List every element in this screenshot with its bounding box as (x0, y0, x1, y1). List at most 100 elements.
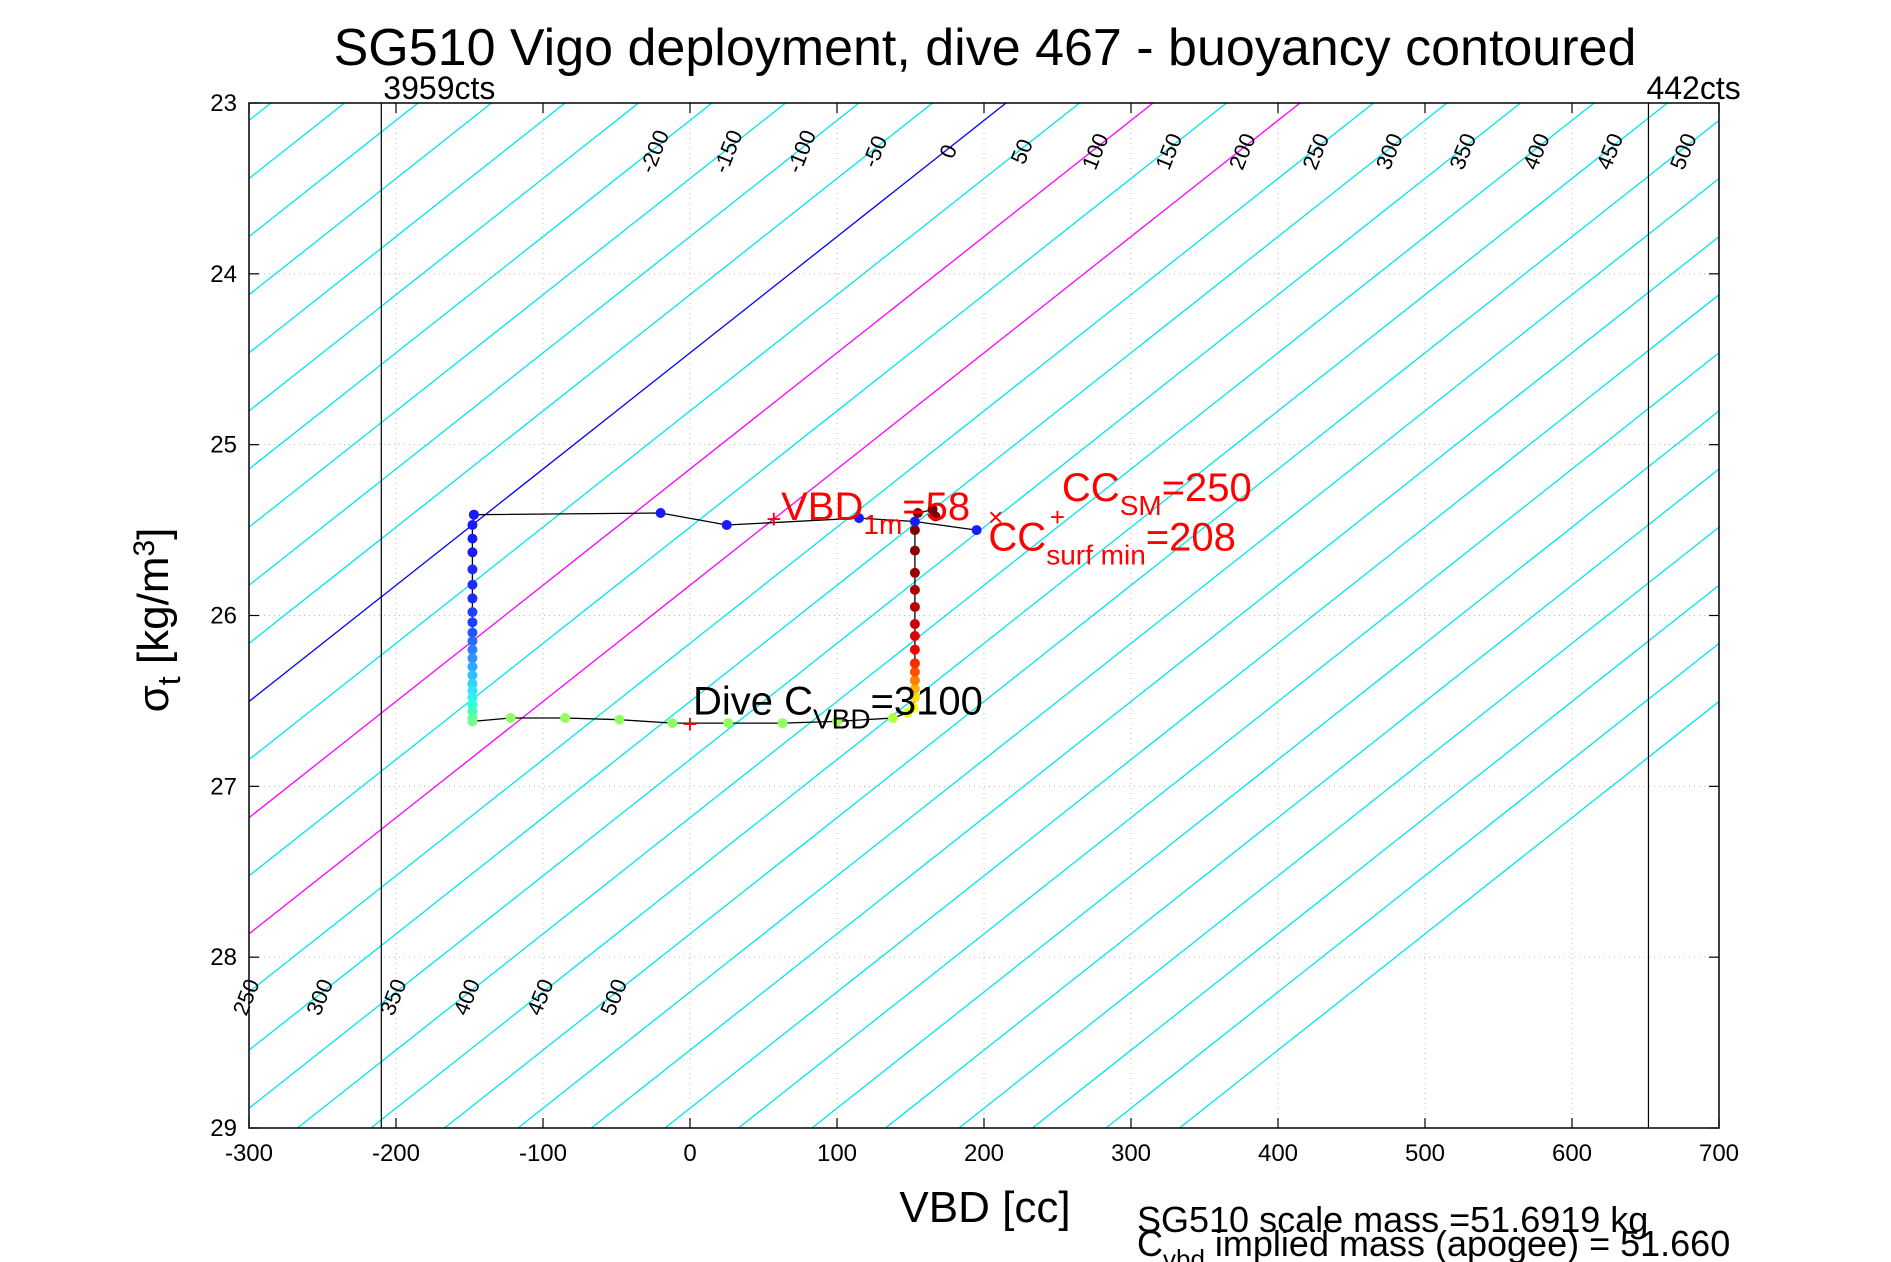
buoyancy-contour (885, 468, 1719, 1128)
buoyancy-contour (517, 177, 1719, 1128)
dive-point (909, 567, 920, 578)
dive-point (467, 661, 478, 672)
buoyancy-contour (1105, 642, 1719, 1128)
annotation-main: CC (1062, 466, 1120, 510)
buoyancy-contour (297, 103, 1595, 1128)
dive-point (909, 584, 920, 595)
dive-point (467, 533, 478, 544)
contour-lines (249, 103, 1719, 1128)
annotation-subscript: VBD (813, 704, 871, 735)
x-tick-label: -100 (519, 1140, 567, 1167)
dive-point (467, 593, 478, 604)
climb-point (721, 519, 732, 530)
dive-point (887, 713, 898, 723)
dive-point (909, 644, 920, 655)
buoyancy-contour (249, 103, 492, 296)
x-tick-label: 500 (1405, 1140, 1445, 1167)
dive-point (723, 718, 734, 729)
climb-line (473, 512, 977, 531)
reference-line-label: 442cts (1646, 70, 1740, 106)
zero-buoyancy-contour (249, 103, 1007, 703)
marker-plus: + (766, 504, 781, 534)
buoyancy-contour (1179, 700, 1719, 1128)
x-tick-label: 100 (817, 1140, 857, 1167)
buoyancy-contour (249, 103, 933, 645)
climb-point (655, 508, 666, 518)
dive-point (909, 631, 920, 641)
annotation-main: VBD (781, 485, 863, 529)
buoyancy-contour (249, 103, 1301, 935)
y-axis-label: σt [kg/m3] (128, 528, 187, 713)
dive-point (909, 666, 920, 677)
footer-implied-mass: Cvbd implied mass (apogee) = 51.660 (1137, 1223, 1730, 1262)
dive-series (467, 504, 941, 729)
dive-point (467, 636, 478, 647)
annotation-main: Dive C (693, 680, 813, 724)
y-tick-label: 23 (210, 90, 237, 117)
annotation-subscript: 1m (863, 509, 902, 540)
dive-point (467, 607, 478, 618)
annotation-subscript: SM (1120, 490, 1162, 521)
reference-line-label: 3959cts (383, 70, 495, 106)
annotation-dive-c-vbd: Dive CVBD=3100 (693, 680, 983, 735)
dive-point (467, 519, 478, 530)
buoyancy-contour (738, 352, 1719, 1128)
buoyancy-contour (664, 293, 1719, 1128)
dive-point (467, 564, 478, 575)
y-axis-label-superscript: 3 (128, 540, 161, 557)
x-tick-label: -200 (372, 1140, 420, 1167)
y-axis-label-unit: [kg/m (129, 557, 178, 677)
buoyancy-contour (249, 103, 639, 412)
x-axis-label: VBD [cc] (899, 1183, 1070, 1232)
marker-plus: + (682, 709, 697, 739)
climb-point (909, 516, 920, 527)
footer-scale-mass: SG510 scale mass =51.6919 kg (1137, 1199, 1648, 1240)
buoyancy-contour (958, 526, 1719, 1128)
footer-implied-subscript: vbd (1163, 1244, 1205, 1262)
dive-point (908, 702, 919, 713)
annotation-cc-sm: CCSM=250 (1062, 466, 1252, 521)
dive-point (909, 545, 920, 556)
dive-point (909, 601, 920, 612)
y-tick-label: 28 (210, 944, 237, 971)
y-axis-label-close: ] (129, 528, 178, 540)
climb-point (854, 513, 865, 524)
buoyancy-contour (811, 410, 1719, 1128)
annotation-vbd-1m: VBD1m=58 (781, 485, 970, 540)
dive-point (467, 653, 478, 664)
chart-title: SG510 Vigo deployment, dive 467 - buoyan… (334, 19, 1637, 77)
y-tick-label: 27 (210, 773, 237, 800)
y-tick-label: 25 (210, 432, 237, 459)
marker-cross: × (988, 502, 1003, 532)
dive-point (560, 713, 571, 723)
buoyancy-contour (249, 103, 713, 470)
buoyancy-contour (1032, 584, 1719, 1128)
x-tick-label: 600 (1552, 1140, 1592, 1167)
annotation-cc-surf-min: CCsurf min=208 (988, 516, 1235, 571)
buoyancy-contour (249, 103, 1374, 993)
climb-point (468, 509, 479, 520)
dive-point (467, 617, 478, 628)
buoyancy-contour (249, 103, 1227, 877)
buoyancy-contour (249, 103, 860, 587)
y-tick-label: 29 (210, 1115, 237, 1142)
x-tick-label: 400 (1258, 1140, 1298, 1167)
dive-point (909, 619, 920, 630)
climb-point (971, 525, 982, 536)
y-axis-label-subscript: t (151, 676, 187, 685)
dive-point (467, 716, 478, 727)
y-tick-label: 24 (210, 261, 237, 288)
dive-point (505, 713, 516, 723)
dive-point (467, 579, 478, 590)
annotation-value: =208 (1146, 516, 1236, 560)
annotation-value: =3100 (871, 680, 983, 724)
x-tick-label: 200 (964, 1140, 1004, 1167)
dive-point (777, 718, 788, 729)
dive-point (832, 716, 842, 727)
buoyancy-contour (249, 103, 1448, 1051)
x-tick-label: 0 (683, 1140, 696, 1167)
buoyancy-contour (249, 103, 1154, 819)
x-tick-label: 700 (1699, 1140, 1739, 1167)
dive-point (467, 627, 478, 638)
buoyancy-contour (249, 103, 1080, 761)
